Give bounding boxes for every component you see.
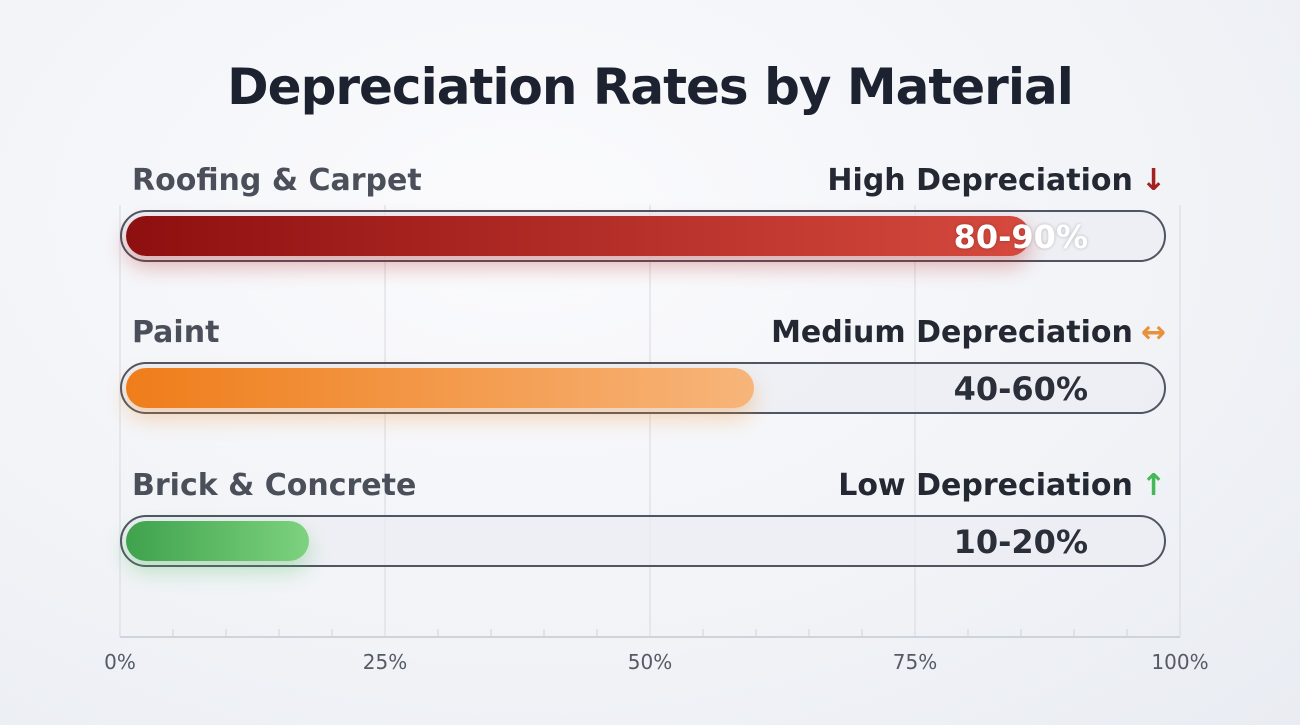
x-tick-label: 100%: [1151, 650, 1209, 674]
depreciation-level-label: Low Depreciation ↑: [838, 468, 1166, 503]
bar-value-label: 40-60%: [953, 370, 1088, 408]
bar-value-label: 10-20%: [953, 523, 1088, 561]
x-tick-label: 0%: [104, 650, 136, 674]
depreciation-level-label: High Depreciation ↓: [827, 163, 1166, 198]
chart-title: Depreciation Rates by Material: [227, 58, 1074, 116]
depreciation-level-label: Medium Depreciation ↔: [771, 315, 1166, 350]
arrow-left-right-icon: ↔: [1140, 315, 1166, 350]
level-text: High Depreciation: [827, 163, 1133, 198]
bar-track: 40-60%: [120, 362, 1166, 414]
bar-track: 80-90%: [120, 210, 1166, 262]
arrow-down-icon: ↓: [1140, 163, 1166, 198]
x-tick-label: 50%: [627, 650, 673, 674]
category-label: Roofing & Carpet: [132, 163, 422, 198]
bar-track: 10-20%: [120, 515, 1166, 567]
level-text: Low Depreciation: [838, 468, 1133, 503]
category-label: Brick & Concrete: [132, 468, 417, 503]
level-text: Medium Depreciation: [771, 315, 1133, 350]
bar: [126, 368, 754, 408]
category-label: Paint: [132, 315, 220, 350]
bar: [126, 521, 309, 561]
bar: [126, 216, 1030, 256]
x-tick-label: 25%: [362, 650, 408, 674]
bar-value-label: 80-90%: [953, 218, 1088, 256]
x-tick-label: 75%: [892, 650, 938, 674]
arrow-up-icon: ↑: [1140, 468, 1166, 503]
